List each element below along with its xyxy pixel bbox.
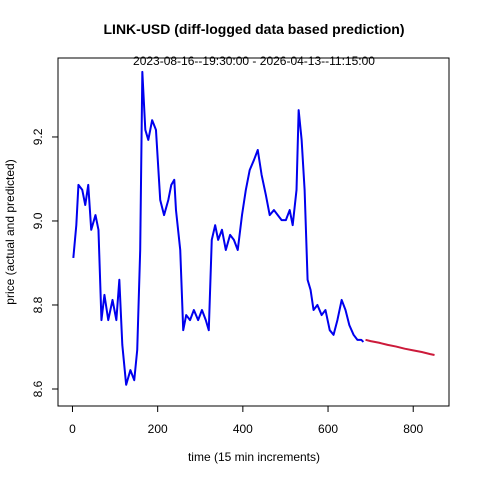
x-tick-label: 0 [69,422,76,436]
x-tick-label: 400 [233,422,253,436]
x-tick-label: 600 [318,422,338,436]
chart-subtitle: 2023-08-16--19:30:00 - 2026-04-13--11:15… [133,54,375,68]
y-axis-label: price (actual and predicted) [3,159,17,304]
series-line [72,70,365,386]
y-tick-label: 8.8 [31,296,45,313]
x-axis-label: time (15 min increments) [188,450,320,464]
plot-frame [57,57,450,407]
y-tick-label: 8.6 [31,380,45,397]
x-tick-label: 800 [403,422,423,436]
chart-title: LINK-USD (diff-logged data based predict… [104,21,405,37]
y-tick-label: 9.2 [31,128,45,145]
series-line [365,338,435,356]
x-tick-label: 200 [148,422,168,436]
y-tick-label: 9.0 [31,212,45,229]
